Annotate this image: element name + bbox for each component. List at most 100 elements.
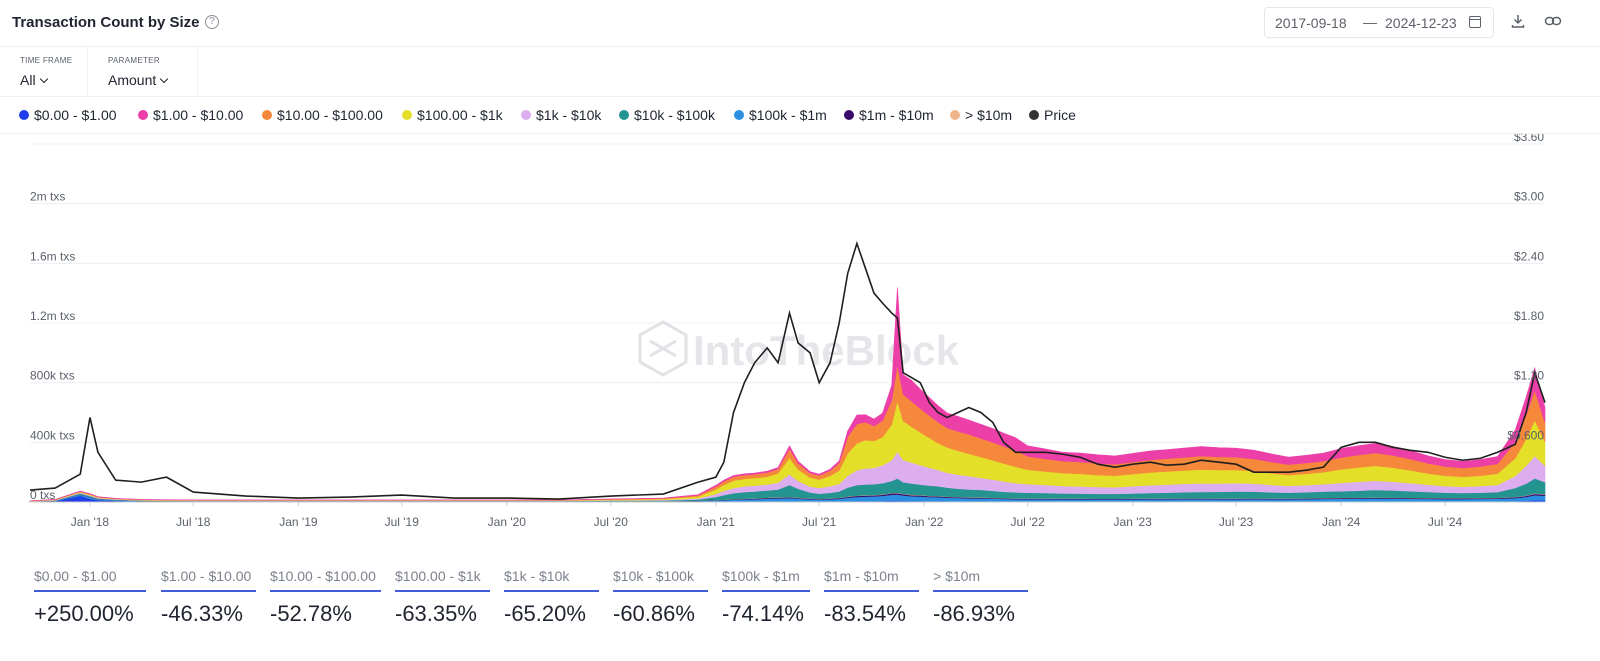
help-icon[interactable]: ? <box>205 15 219 29</box>
legend-item-10-100[interactable]: $10.00 - $100.00 <box>262 107 383 123</box>
legend-label: Price <box>1044 107 1076 123</box>
controls-bar: TIME FRAME All PARAMETER Amount <box>0 47 1600 97</box>
stat-value: -46.33% <box>161 601 243 626</box>
legend-dot <box>950 110 960 120</box>
x-tick-label: Jul '20 <box>594 515 629 529</box>
legend-dot <box>262 110 272 120</box>
legend-label: $10k - $100k <box>634 107 715 123</box>
header: Transaction Count by Size ? 2017-09-18 —… <box>0 0 1600 47</box>
parameter-select[interactable]: Amount <box>108 72 169 88</box>
price-line <box>29 240 1546 500</box>
legend-label: $100k - $1m <box>749 107 827 123</box>
legend-dot <box>521 110 531 120</box>
chevron-down-icon <box>39 74 48 84</box>
x-tick-label: Jul '24 <box>1428 515 1463 529</box>
stat-10k-100k: $10k - $100k -60.86% <box>613 568 708 627</box>
stat-value: -74.14% <box>722 601 804 626</box>
chevron-down-icon <box>160 74 169 84</box>
x-tick-label: Jan '21 <box>697 515 736 529</box>
legend-label: > $10m <box>965 107 1013 123</box>
timeframe-select[interactable]: All <box>20 72 48 88</box>
area-series <box>29 287 1546 502</box>
legend-dot <box>619 110 629 120</box>
stat-0-1: $0.00 - $1.00 +250.00% <box>34 568 146 627</box>
date-start[interactable]: 2017-09-18 <box>1275 15 1347 31</box>
legend-label: $1m - $10m <box>859 107 934 123</box>
watermark-text: IntoTheBlock <box>693 327 960 374</box>
legend-item-0-1[interactable]: $0.00 - $1.00 <box>19 107 117 123</box>
legend-item-price[interactable]: Price <box>1029 107 1076 123</box>
parameter-dropdown[interactable]: PARAMETER Amount <box>88 47 198 97</box>
y-tick-label-right: $1.80 <box>1514 309 1544 323</box>
x-tick-label: Jul '18 <box>176 515 211 529</box>
calendar-icon[interactable] <box>1469 16 1481 28</box>
legend-item-1-10[interactable]: $1.00 - $10.00 <box>138 107 243 123</box>
timeframe-dropdown[interactable]: TIME FRAME All <box>0 47 88 97</box>
y-tick-label-left: 400k txs <box>30 428 75 442</box>
legend-item-1k-10k[interactable]: $1k - $10k <box>521 107 601 123</box>
y-tick-label-right: $3.00 <box>1514 190 1544 204</box>
stat-label: $1.00 - $10.00 <box>161 568 256 592</box>
stat-value: +250.00% <box>34 601 134 626</box>
chart-legend: $0.00 - $1.00 $1.00 - $10.00 $10.00 - $1… <box>0 97 1600 134</box>
x-tick-label: Jul '22 <box>1010 515 1045 529</box>
x-tick-label: Jan '18 <box>71 515 110 529</box>
watermark-logo-icon <box>638 320 688 377</box>
x-tick-label: Jan '23 <box>1114 515 1153 529</box>
x-tick-label: Jan '24 <box>1322 515 1361 529</box>
stat-value: -86.93% <box>933 601 1015 626</box>
stat-10-100: $10.00 - $100.00 -52.78% <box>270 568 381 627</box>
stat-label: $10k - $100k <box>613 568 708 592</box>
timeframe-label: TIME FRAME <box>20 56 73 65</box>
legend-dot <box>402 110 412 120</box>
stat-label: $0.00 - $1.00 <box>34 568 146 592</box>
parameter-value: Amount <box>108 72 157 88</box>
stat-value: -63.35% <box>395 601 477 626</box>
legend-dot <box>734 110 744 120</box>
stacked-area-chart[interactable]: IntoTheBlock 0 txs 400k txs 800k txs 1.2m tx… <box>0 134 1600 549</box>
y-tick-label-left: 1.6m txs <box>30 249 75 263</box>
legend-dot <box>1029 110 1039 120</box>
y-tick-label-right: $0.600 <box>1507 428 1544 442</box>
legend-item-10m-plus[interactable]: > $10m <box>950 107 1012 123</box>
x-tick-label: Jan '22 <box>905 515 944 529</box>
date-range-picker[interactable]: 2017-09-18 — 2024-12-23 <box>1264 7 1494 38</box>
legend-item-10k-100k[interactable]: $10k - $100k <box>619 107 715 123</box>
download-icon[interactable] <box>1510 13 1526 29</box>
stat-label: $1k - $10k <box>504 568 599 592</box>
x-tick-label: Jan '19 <box>279 515 318 529</box>
stat-1m-10m: $1m - $10m -83.54% <box>824 568 919 627</box>
y-tick-label-left: 1.2m txs <box>30 309 75 323</box>
page-title: Transaction Count by Size <box>12 14 200 31</box>
date-end[interactable]: 2024-12-23 <box>1385 15 1457 31</box>
x-tick-label: Jul '23 <box>1219 515 1254 529</box>
legend-label: $10.00 - $100.00 <box>277 107 383 123</box>
link-icon[interactable] <box>1544 13 1562 29</box>
legend-label: $1k - $10k <box>536 107 602 123</box>
stat-value: -83.54% <box>824 601 906 626</box>
date-separator: — <box>1363 14 1377 30</box>
legend-item-100-1k[interactable]: $100.00 - $1k <box>402 107 503 123</box>
stat-label: > $10m <box>933 568 1028 592</box>
legend-label: $0.00 - $1.00 <box>34 107 117 123</box>
parameter-label: PARAMETER <box>108 56 160 65</box>
y-tick-label-left: 800k txs <box>30 369 75 383</box>
legend-dot <box>138 110 148 120</box>
y-tick-label-left: 2m txs <box>30 190 65 204</box>
stat-1k-10k: $1k - $10k -65.20% <box>504 568 599 627</box>
legend-item-100k-1m[interactable]: $100k - $1m <box>734 107 827 123</box>
y-tick-label-left: 0 txs <box>30 488 55 502</box>
stat-label: $100k - $1m <box>722 568 810 592</box>
stat-100-1k: $100.00 - $1k -63.35% <box>395 568 490 627</box>
legend-dot <box>19 110 29 120</box>
stat-label: $100.00 - $1k <box>395 568 490 592</box>
stat-value: -52.78% <box>270 601 352 626</box>
stat-label: $1m - $10m <box>824 568 919 592</box>
x-tick-label: Jul '21 <box>802 515 837 529</box>
legend-item-1m-10m[interactable]: $1m - $10m <box>844 107 934 123</box>
stat-100k-1m: $100k - $1m -74.14% <box>722 568 810 627</box>
legend-dot <box>844 110 854 120</box>
x-tick-label: Jul '19 <box>385 515 420 529</box>
y-tick-label-right: $2.40 <box>1514 249 1544 263</box>
stat-value: -60.86% <box>613 601 695 626</box>
